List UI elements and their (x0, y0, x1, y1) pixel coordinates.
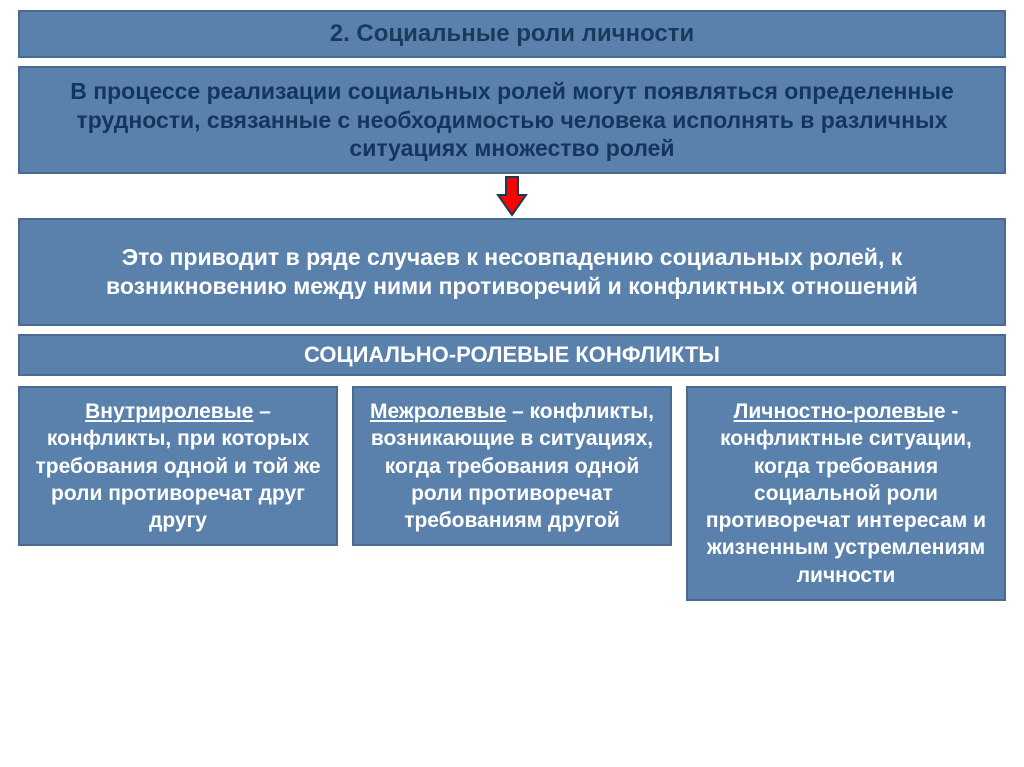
term-label: Личностно-ролевы (734, 400, 934, 423)
columns-row: Внутриролевые – конфликты, при которых т… (18, 386, 1006, 601)
section-header: СОЦИАЛЬНО-РОЛЕВЫЕ КОНФЛИКТЫ (18, 334, 1006, 376)
intro-text-box: В процессе реализации социальных ролей м… (18, 66, 1006, 174)
conflict-type-personal-role: Личностно-ролевые - конфликтные ситуации… (686, 386, 1006, 601)
arrow-container (18, 174, 1006, 218)
term-description: е - конфликтные ситуации, когда требован… (706, 400, 986, 587)
conflict-type-interrole: Межролевые – конфликты, возникающие в си… (352, 386, 672, 546)
conflict-type-intrarole: Внутриролевые – конфликты, при которых т… (18, 386, 338, 546)
slide-title: 2. Социальные роли личности (18, 10, 1006, 58)
term-label: Внутриролевые (85, 400, 253, 423)
term-label: Межролевые (370, 400, 506, 423)
consequence-text-box: Это приводит в ряде случаев к несовпаден… (18, 218, 1006, 326)
down-arrow-icon (494, 175, 530, 217)
